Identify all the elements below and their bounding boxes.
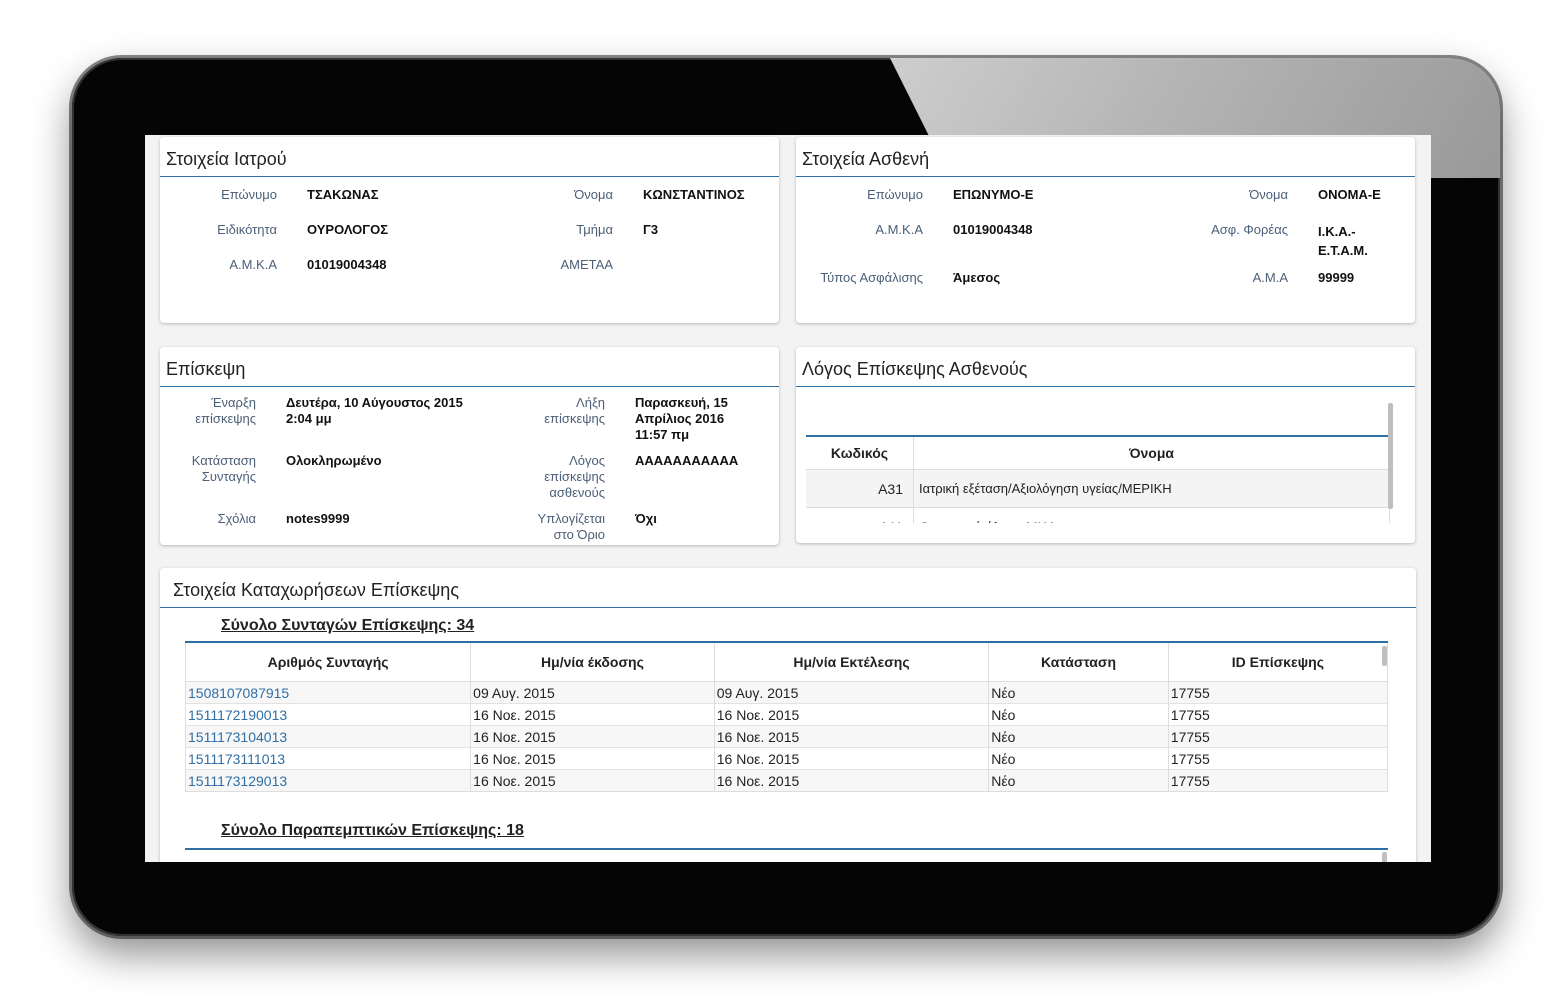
doctor-surname-label: Επώνυμο [221, 187, 277, 202]
status: Νέο [988, 703, 1169, 726]
issue-date: 16 Νοε. 2015 [470, 725, 715, 748]
visit-limit-label: Υπλογίζεται στο Όριο [537, 511, 605, 542]
visit-end-label: Λήξη επίσκεψης [544, 395, 605, 426]
status: Νέο [988, 681, 1169, 704]
reason-code: A31 [806, 469, 914, 508]
execution-date: 16 Νοε. 2015 [713, 725, 990, 748]
doctor-specialty-label: Ειδικότητα [217, 222, 277, 237]
prescription-number-link[interactable]: 1511173104013 [185, 725, 472, 748]
visit-reason-table: Κωδικός Όνομα A31 Ιατρική εξέταση/Αξιολό… [806, 435, 1390, 523]
doctor-department-label: Τμήμα [576, 222, 613, 237]
patient-surname-value: ΕΠΩΝΥΜΟ-Ε [953, 187, 1034, 202]
reason-code: A11 [806, 507, 914, 523]
visit-id: 17755 [1167, 747, 1388, 770]
patient-card-title: Στοιχεία Ασθενή [796, 137, 1415, 177]
doctor-surname-value: ΤΣΑΚΩΝΑΣ [307, 187, 379, 202]
patient-insurance-type-value: Άμεσος [953, 270, 1001, 285]
col-issue-date[interactable]: Ημ/νία έκδοσης [470, 641, 715, 682]
visit-start-value: Δευτέρα, 10 Αύγουστος 2015 2:04 μμ [286, 395, 463, 426]
prescription-number-link[interactable]: 1508107087915 [185, 681, 472, 704]
prescription-number-link[interactable]: 1511172190013 [185, 703, 472, 726]
status: Νέο [988, 747, 1169, 770]
issue-date: 16 Νοε. 2015 [470, 769, 715, 791]
execution-date: 16 Νοε. 2015 [713, 769, 990, 791]
prescriptions-table: Αριθμός Συνταγής Ημ/νία έκδοσης Ημ/νία Ε… [185, 641, 1388, 791]
visit-comments-value: notes9999 [286, 511, 350, 526]
visit-reason-scrollbar[interactable] [1388, 403, 1393, 509]
doctor-ametaa-label: ΑΜΕΤΑΑ [560, 257, 614, 272]
visit-reason-label: Λόγος επίσκεψης ασθενούς [544, 453, 605, 500]
app-screen: Στοιχεία Ιατρού Επώνυμο ΤΣΑΚΩΝΑΣ Όνομα Κ… [145, 135, 1431, 862]
doctor-amka-value: 01019004348 [307, 257, 387, 272]
col-code-header[interactable]: Κωδικός [806, 435, 914, 470]
doctor-name-label: Όνομα [574, 187, 613, 202]
doctor-card: Στοιχεία Ιατρού Επώνυμο ΤΣΑΚΩΝΑΣ Όνομα Κ… [160, 137, 779, 323]
referrals-heading[interactable]: Σύνολο Παραπεμπτικών Επίσκεψης: 18 [221, 822, 524, 839]
doctor-department-value: Γ3 [643, 222, 659, 237]
col-execution-date[interactable]: Ημ/νία Εκτέλεσης [713, 641, 990, 682]
referrals-scrollbar[interactable] [1382, 852, 1387, 862]
visit-status-value: Ολοκληρωμένο [286, 453, 382, 468]
status: Νέο [988, 725, 1169, 748]
visit-status-label: Κατάσταση Συνταγής [191, 453, 256, 484]
execution-date: 16 Νοε. 2015 [713, 747, 990, 770]
patient-card: Στοιχεία Ασθενή Επώνυμο ΕΠΩΝΥΜΟ-Ε Όνομα … [796, 137, 1415, 323]
patient-name-value: ΟΝΟΜΑ-Ε [1318, 187, 1381, 202]
prescriptions-scrollbar[interactable] [1382, 646, 1387, 666]
table-row[interactable]: 1508107087915 09 Αυγ. 2015 09 Αυγ. 2015 … [185, 681, 1388, 704]
visit-id: 17755 [1167, 703, 1388, 726]
prescription-number-link[interactable]: 1511173111013 [185, 747, 472, 770]
prescriptions-table-wrap: Αριθμός Συνταγής Ημ/νία έκδοσης Ημ/νία Ε… [185, 641, 1388, 792]
status: Νέο [988, 769, 1169, 791]
col-name-header[interactable]: Όνομα [913, 435, 1390, 470]
visit-card: Επίσκεψη Έναρξη επίσκεψης Δευτέρα, 10 Αύ… [160, 347, 779, 545]
visit-reason-table-wrap: Κωδικός Όνομα A31 Ιατρική εξέταση/Αξιολό… [806, 435, 1390, 523]
doctor-specialty-value: ΟΥΡΟΛΟΓΟΣ [307, 222, 389, 237]
referrals-table-top-border [185, 848, 1388, 850]
table-row[interactable]: A31 Ιατρική εξέταση/Αξιολόγηση υγείας/ΜΕ… [806, 469, 1390, 508]
reason-name: Ιατρική εξέταση/Αξιολόγηση υγείας/ΜΕΡΙΚΗ [913, 469, 1390, 508]
visit-id: 17755 [1167, 769, 1388, 791]
patient-name-label: Όνομα [1249, 187, 1288, 202]
entries-card: Στοιχεία Καταχωρήσεων Επίσκεψης Σύνολο Σ… [160, 568, 1416, 862]
patient-surname-label: Επώνυμο [867, 187, 923, 202]
prescription-number-link[interactable]: 1511173129013 [185, 769, 472, 791]
visit-id: 17755 [1167, 681, 1388, 704]
issue-date: 09 Αυγ. 2015 [470, 681, 715, 704]
patient-insurer-value: Ι.Κ.Α.-Ε.Τ.Α.Μ. [1318, 224, 1368, 258]
table-row[interactable]: 1511173104013 16 Νοε. 2015 16 Νοε. 2015 … [185, 725, 1388, 748]
doctor-card-title: Στοιχεία Ιατρού [160, 137, 779, 177]
visit-end-value: Παρασκευή, 15 Απρίλιος 2016 11:57 πμ [635, 395, 728, 442]
patient-insurance-type-label: Τύπος Ασφάλισης [820, 270, 923, 285]
doctor-name-value: ΚΩΝΣΤΑΝΤΙΝΟΣ [643, 187, 745, 202]
visit-start-label: Έναρξη επίσκεψης [195, 395, 256, 426]
table-row[interactable]: A11 Θωρακικό άλγος ΜΚΑ [806, 507, 1390, 523]
visit-reason-value: ΑΑΑΑΑΑΑΑΑΑΑ [635, 453, 739, 468]
patient-amka-label: Α.Μ.Κ.Α [875, 222, 923, 237]
visit-reason-card-title: Λόγος Επίσκεψης Ασθενούς [796, 347, 1415, 387]
patient-ama-label: Α.Μ.Α [1252, 270, 1288, 285]
visit-reason-card: Λόγος Επίσκεψης Ασθενούς Κωδικός Όνομα A… [796, 347, 1415, 543]
visit-id: 17755 [1167, 725, 1388, 748]
execution-date: 09 Αυγ. 2015 [713, 681, 990, 704]
issue-date: 16 Νοε. 2015 [470, 747, 715, 770]
patient-insurer-label: Ασφ. Φορέας [1211, 222, 1288, 237]
table-row[interactable]: 1511173129013 16 Νοε. 2015 16 Νοε. 2015 … [185, 769, 1388, 791]
reason-name: Θωρακικό άλγος ΜΚΑ [913, 507, 1390, 523]
col-status[interactable]: Κατάσταση [988, 641, 1169, 682]
issue-date: 16 Νοε. 2015 [470, 703, 715, 726]
entries-card-title: Στοιχεία Καταχωρήσεων Επίσκεψης [160, 568, 1416, 608]
doctor-amka-label: Α.Μ.Κ.Α [229, 257, 277, 272]
col-prescription-number[interactable]: Αριθμός Συνταγής [185, 641, 472, 682]
visit-limit-value: Όχι [635, 511, 657, 526]
patient-amka-value: 01019004348 [953, 222, 1033, 237]
table-row[interactable]: 1511173111013 16 Νοε. 2015 16 Νοε. 2015 … [185, 747, 1388, 770]
table-row[interactable]: 1511172190013 16 Νοε. 2015 16 Νοε. 2015 … [185, 703, 1388, 726]
visit-comments-label: Σχόλια [217, 511, 256, 526]
prescriptions-heading[interactable]: Σύνολο Συνταγών Επίσκεψης: 34 [221, 617, 475, 634]
execution-date: 16 Νοε. 2015 [713, 703, 990, 726]
patient-ama-value: 99999 [1318, 270, 1355, 285]
visit-card-title: Επίσκεψη [160, 347, 779, 387]
col-visit-id[interactable]: ID Επίσκεψης [1167, 641, 1388, 682]
